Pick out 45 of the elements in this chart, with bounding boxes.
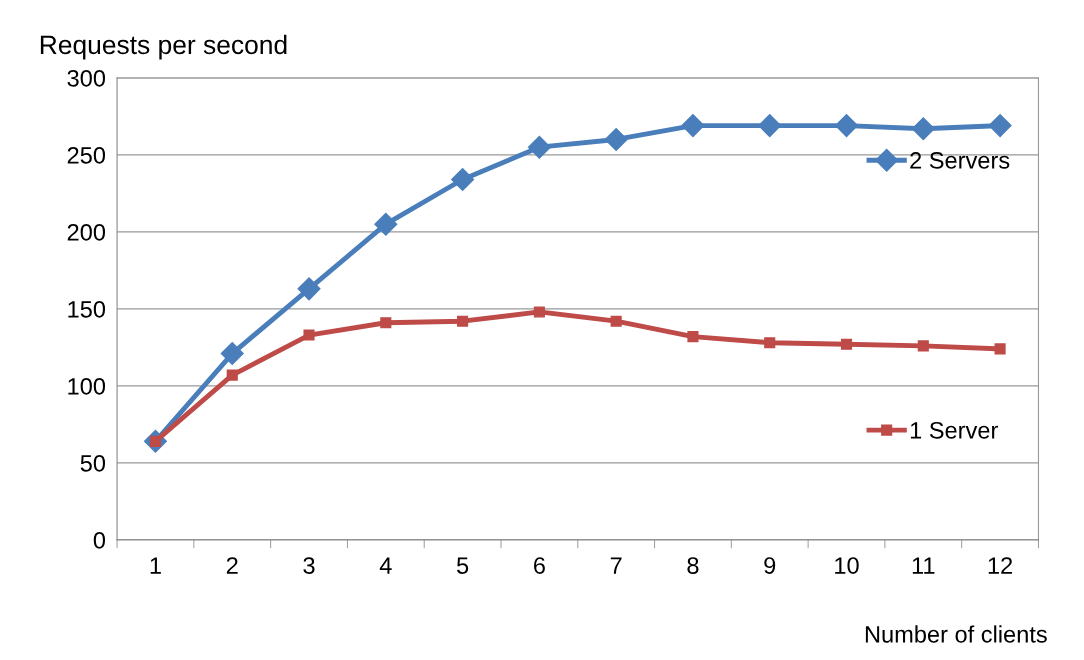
y-tick-label: 200 [67, 223, 106, 241]
x-tick-label: 12 [988, 557, 1013, 574]
point [758, 114, 782, 138]
y-tick-label: 100 [68, 377, 106, 395]
point [840, 338, 853, 350]
point [380, 317, 392, 329]
legend-label: 2 Servers [910, 151, 1010, 169]
point [988, 114, 1012, 138]
y-axis-title: Requests per second [40, 34, 287, 60]
y-tick-label: 0 [93, 531, 106, 549]
x-tick-label: 5 [456, 557, 469, 574]
point [220, 342, 244, 366]
y-tick-label: 50 [80, 454, 106, 472]
x-tick-label: 4 [379, 557, 392, 574]
y-tick-label: 250 [67, 146, 106, 164]
x-tick-label: 3 [303, 557, 315, 574]
point [911, 117, 935, 141]
point [604, 127, 628, 151]
point [226, 369, 238, 381]
point [527, 135, 551, 159]
point [610, 315, 622, 327]
x-tick-label: 1 [150, 557, 161, 574]
point [374, 212, 398, 236]
x-tick-label: 11 [912, 557, 935, 574]
y-tick-label: 150 [68, 300, 106, 318]
x-axis-title: Number of clients [865, 625, 1047, 643]
point [764, 337, 776, 349]
x-tick-label: 10 [835, 557, 859, 574]
point [917, 340, 929, 352]
x-tick-label: 6 [534, 557, 545, 574]
point [457, 315, 469, 327]
point [303, 329, 315, 341]
point [835, 114, 859, 138]
legend-label: 1 Server [910, 421, 998, 439]
x-tick-label: 2 [226, 557, 238, 574]
point [451, 168, 475, 192]
y-tick-label: 300 [67, 69, 106, 87]
point [687, 331, 699, 343]
x-tick-label: 8 [687, 557, 699, 574]
point [994, 343, 1006, 355]
x-tick-label: 7 [610, 557, 622, 574]
point [681, 114, 705, 138]
point [297, 277, 321, 301]
x-tick-label: 9 [764, 557, 776, 574]
point [533, 306, 545, 318]
